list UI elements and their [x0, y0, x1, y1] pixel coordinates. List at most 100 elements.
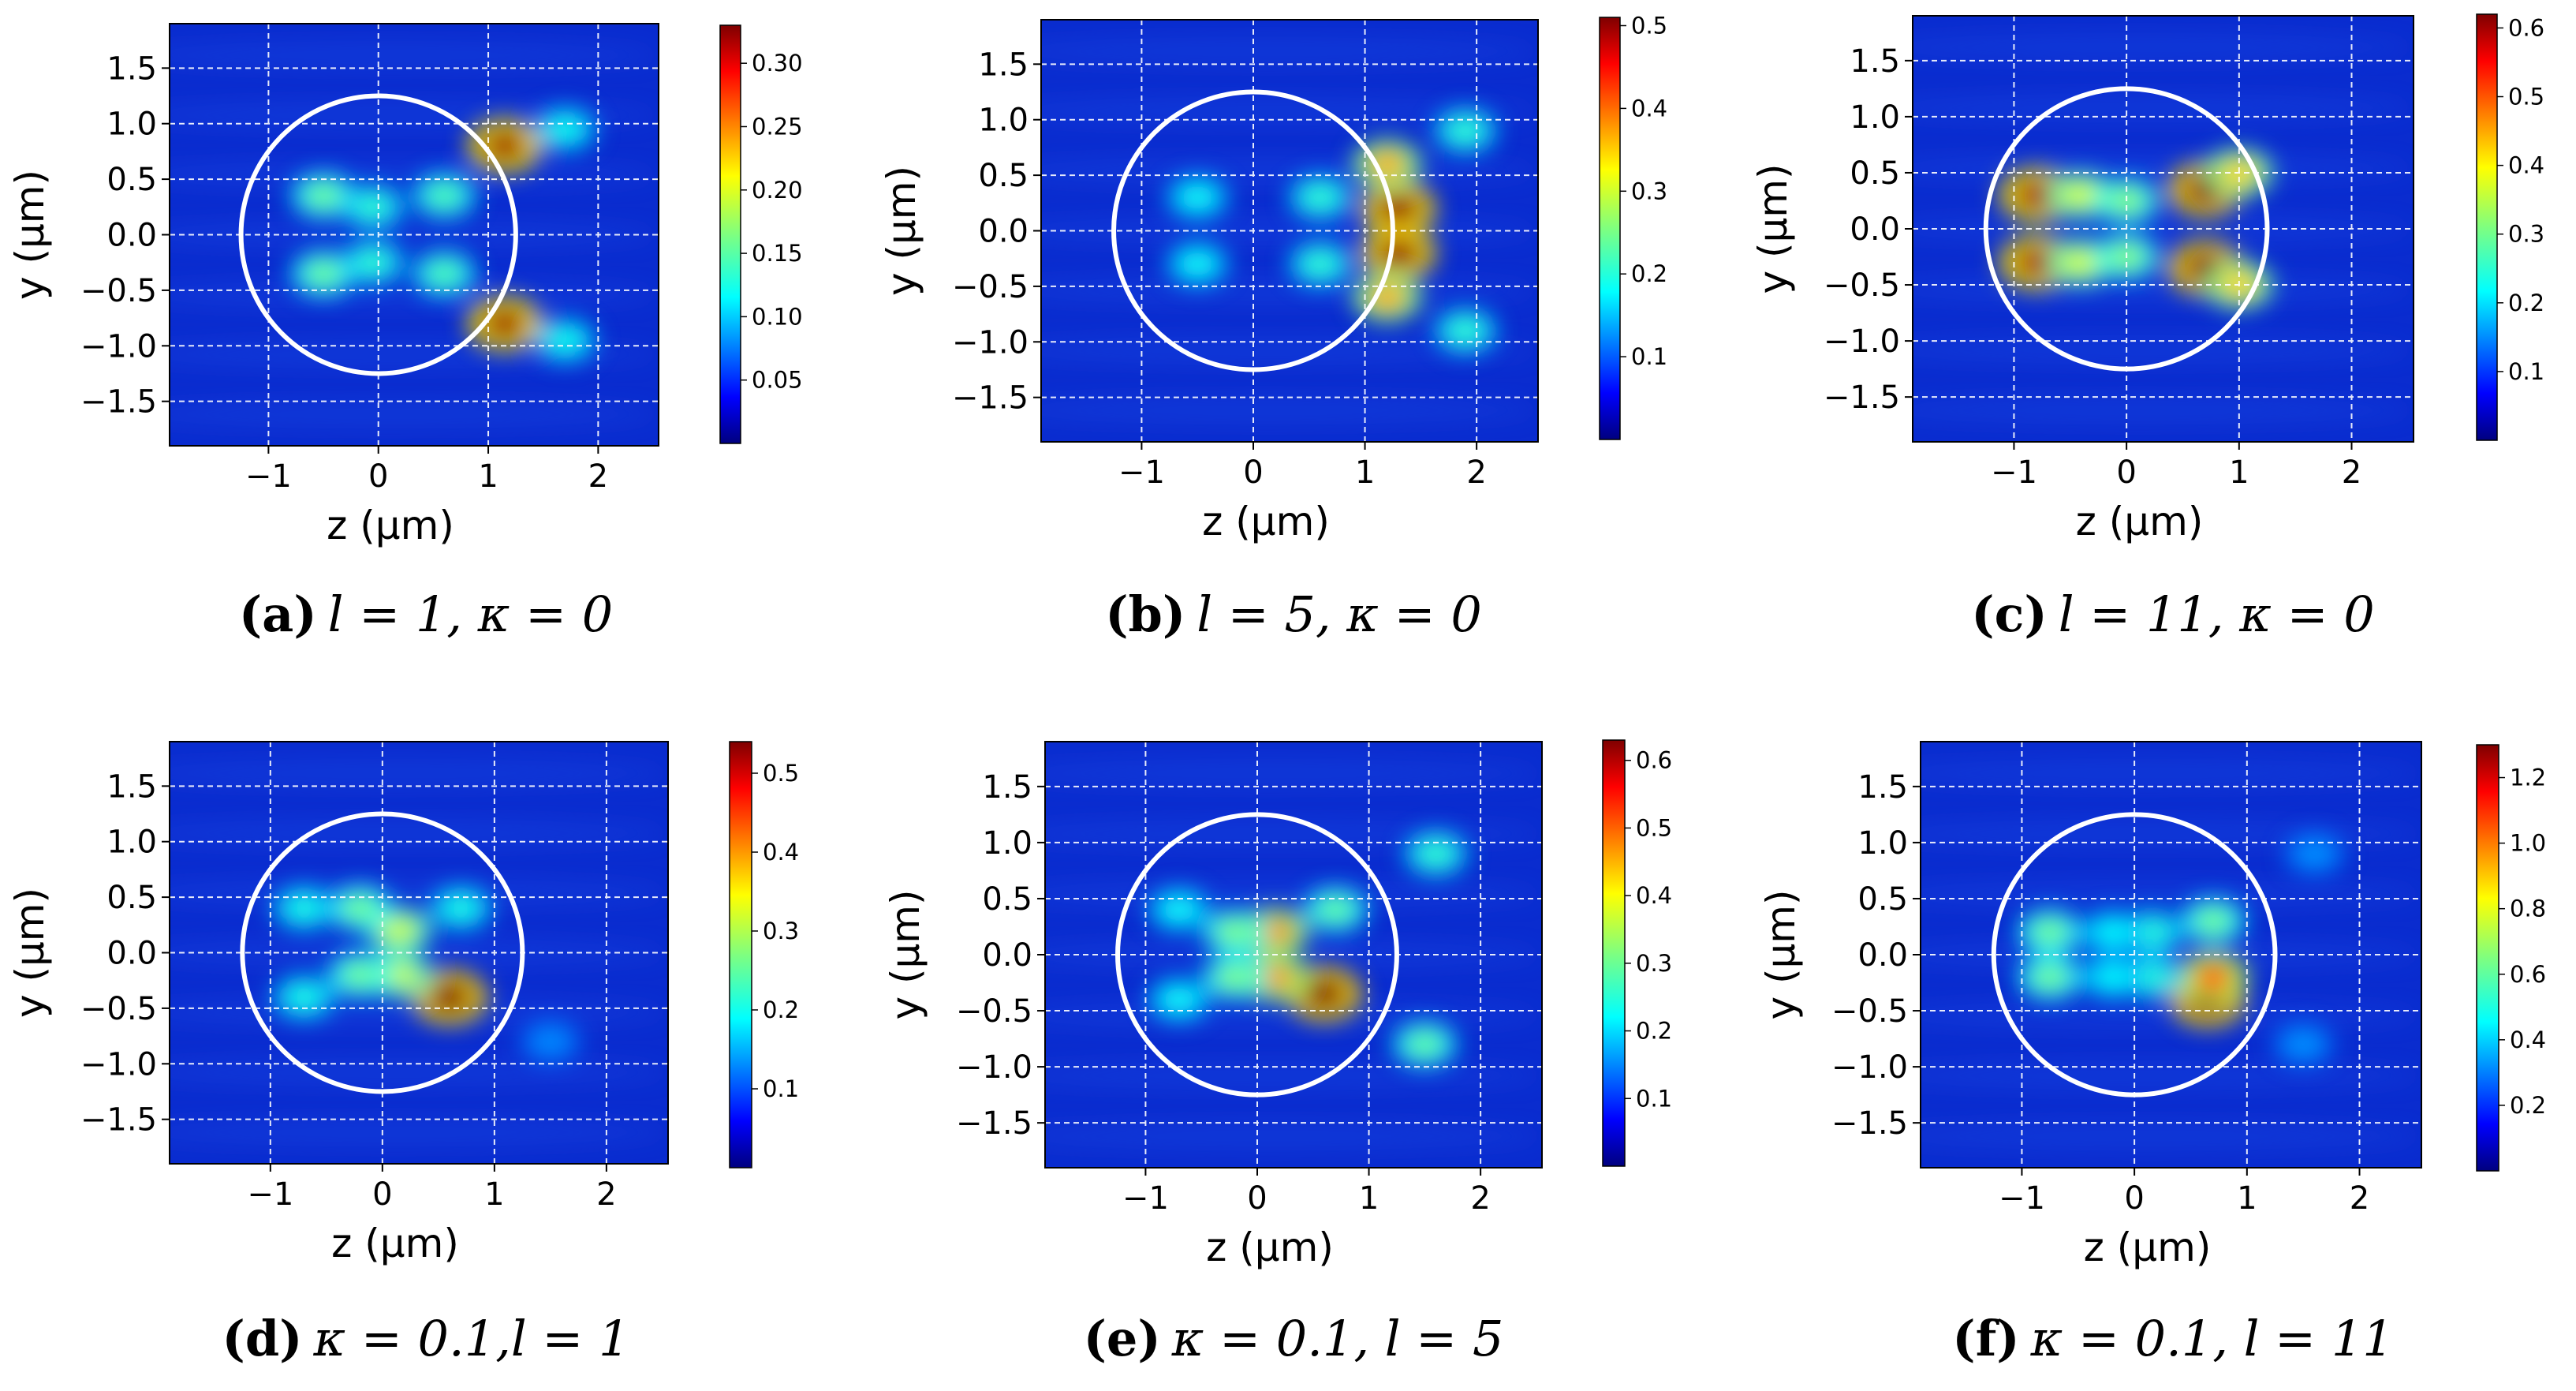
x-axis-label: z (μm): [327, 503, 454, 548]
hotspot-core: [2063, 249, 2100, 276]
hotspot-core: [2015, 247, 2058, 278]
colorbar-tick-label: 0.3: [1631, 178, 1667, 204]
x-tick-label: 0: [372, 1176, 392, 1213]
hotspot-core: [342, 962, 379, 988]
y-axis-label: y (μm): [1758, 889, 1804, 1019]
field-ripple: [1921, 1061, 2421, 1090]
field-ripple: [170, 280, 659, 309]
x-tick-label: 1: [2229, 454, 2249, 491]
colorbar-c: [2476, 13, 2498, 441]
hotspots-a: [290, 107, 597, 363]
panel-c: −1 0 1 2 −1.5 −1.0 −0.5 0.0 0.5 1.0 1.5 z (μm) y (μm…: [1750, 13, 2544, 643]
hotspot-core: [286, 985, 322, 1010]
colorbar-tick-label: 0.1: [763, 1075, 799, 1102]
particle-circle: [1983, 86, 2270, 372]
field-ripple: [1041, 336, 1538, 365]
hotspot-core: [2094, 920, 2130, 945]
y-tick-label: 0.5: [978, 158, 1029, 194]
caption-e: (e) κ = 0.1, l = 5: [1084, 1310, 1504, 1367]
y-tick-label: −0.5: [1831, 993, 1908, 1030]
y-axis-label: y (μm): [1750, 163, 1796, 294]
y-tick-label: 1.5: [982, 769, 1032, 806]
x-axis-label: z (μm): [1206, 1225, 1334, 1270]
colorbar-tick-label: 1.2: [2510, 765, 2546, 791]
colorbar-tick-label: 0.5: [1636, 814, 1672, 841]
x-tick-label: 1: [478, 458, 498, 495]
colorbar-tick-label: 0.4: [763, 839, 799, 866]
colorbar-tick-label: 1.0: [2510, 830, 2546, 857]
hotspot-core: [342, 895, 379, 922]
caption-c: (c) l = 11, κ = 0: [1971, 585, 2374, 643]
y-tick-label: 1.5: [106, 768, 157, 805]
hotspot-core: [1180, 185, 1215, 210]
colorbar-tick-label: 0.5: [1631, 12, 1667, 39]
hotspot-core: [286, 896, 322, 921]
panel-e: −1 0 1 2 −1.5 −1.0 −0.5 0.0 0.5 1.0 1.5 z (μm) y (μm…: [883, 739, 1672, 1367]
y-tick-label: 1.5: [106, 50, 157, 87]
hotspot-core: [1180, 252, 1215, 277]
y-tick-label: −0.5: [80, 273, 157, 309]
colorbar-f: [2476, 744, 2499, 1172]
caption-d: (d) κ = 0.1,l = 1: [222, 1310, 629, 1367]
colorbar-tick-label: 0.6: [2510, 961, 2546, 988]
hotspot-core: [1418, 841, 1454, 866]
field-ripple: [170, 998, 668, 1027]
particle-circle: [1991, 812, 2278, 1097]
hotspot-core: [1302, 185, 1338, 211]
x-tick-label: 1: [1355, 454, 1375, 491]
y-axis-label: y (μm): [7, 170, 53, 300]
field-ripple: [1913, 396, 2414, 424]
hotspot-core: [2032, 964, 2069, 990]
y-tick-label: 0.5: [1857, 881, 1908, 918]
y-tick-label: −1.0: [80, 328, 157, 365]
y-tick-label: −1.0: [952, 324, 1029, 361]
y-tick-label: −0.5: [952, 269, 1029, 305]
y-tick-label: 1.5: [978, 47, 1029, 83]
x-tick-label: −1: [1122, 1180, 1169, 1217]
colorbar-tick-label: 0.20: [752, 177, 803, 204]
y-tick-label: 1.0: [106, 825, 157, 861]
caption-letter: (b): [1105, 585, 1185, 643]
x-axis-label: z (μm): [331, 1221, 459, 1266]
field-ripple: [1045, 1122, 1542, 1150]
x-tick-label: 0: [368, 458, 388, 495]
y-tick-label: 1.0: [982, 825, 1032, 862]
caption-f: (f) κ = 0.1, l = 11: [1952, 1310, 2393, 1367]
field-ripple: [1913, 335, 2414, 365]
y-tick-label: 0.5: [1850, 155, 1900, 192]
hotspot-core: [2015, 180, 2058, 211]
colorbar-tick-label: 0.3: [2508, 221, 2544, 248]
heatmap-d: [170, 742, 668, 1164]
field-ripple: [170, 220, 659, 249]
field-ripple: [170, 759, 668, 787]
heatmap-a: [170, 24, 659, 446]
heatmap-b: [1041, 20, 1538, 442]
hotspot-core: [2134, 919, 2169, 945]
x-tick-label: 2: [2350, 1180, 2369, 1217]
x-tick-label: 2: [1470, 1180, 1490, 1217]
hotspot-core: [355, 249, 391, 275]
y-axis-label: y (μm): [7, 888, 53, 1018]
hotspot-core: [428, 982, 472, 1013]
hotspot-core: [380, 917, 418, 944]
caption-text: κ = 0.1, l = 11: [2030, 1310, 2394, 1367]
caption-letter: (a): [239, 585, 317, 643]
y-tick-label: 0.5: [106, 880, 157, 916]
y-tick-label: 0.0: [1850, 211, 1900, 248]
hotspot-core: [1447, 318, 1484, 344]
y-tick-label: −1.5: [952, 380, 1029, 417]
field-ripple: [1041, 276, 1538, 305]
colorbar-tick-label: 0.4: [1636, 882, 1672, 909]
x-tick-label: 1: [2237, 1180, 2257, 1217]
y-tick-label: −1.5: [956, 1105, 1032, 1142]
x-tick-label: −1: [1991, 454, 2037, 491]
colorbar-tick-label: 0.1: [1636, 1085, 1672, 1112]
x-tick-label: 0: [1247, 1180, 1267, 1217]
colorbar-b: [1599, 17, 1621, 440]
hotspot-core: [2195, 908, 2231, 934]
y-tick-label: −0.5: [80, 991, 157, 1027]
hotspot-core: [2094, 964, 2130, 989]
field-ripple: [1041, 37, 1538, 65]
y-tick-label: 1.0: [106, 107, 157, 143]
